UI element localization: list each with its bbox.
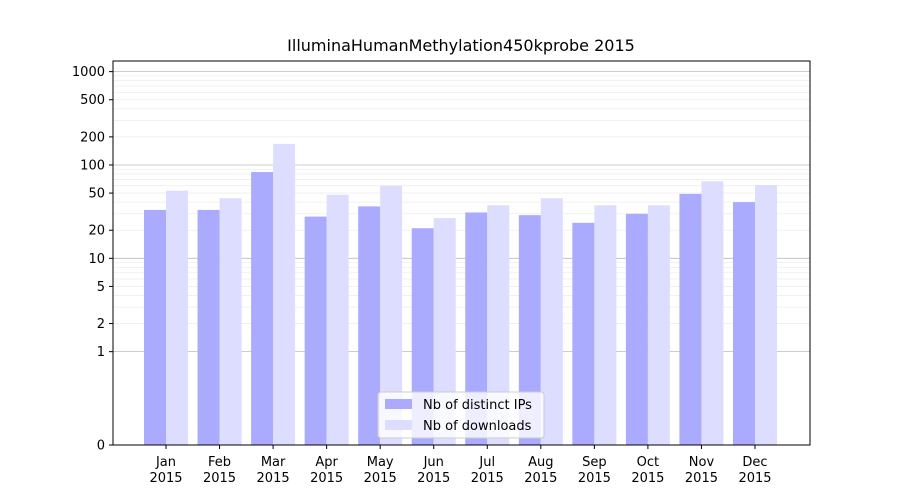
bar-distinct-ips: [465, 212, 488, 445]
legend: Nb of distinct IPs Nb of downloads: [377, 391, 545, 439]
bar-downloads: [487, 205, 510, 445]
x-tick-label-month: Jul: [478, 455, 495, 470]
x-tick-label-month: Sep: [582, 455, 607, 470]
bar-downloads: [594, 205, 617, 445]
bars: [144, 143, 777, 446]
x-tick-label-year: 2015: [471, 471, 504, 486]
x-tick-label-month: May: [367, 455, 394, 470]
y-axis: 0 1 2 5 10 20 50 100 200 500 1000: [72, 65, 113, 454]
bar-downloads: [701, 181, 724, 446]
x-tick-label-month: Mar: [261, 455, 286, 470]
y-tick-label: 100: [80, 158, 105, 173]
bar-distinct-ips: [679, 193, 702, 445]
bar-distinct-ips: [411, 228, 434, 445]
x-tick-label-year: 2015: [417, 471, 450, 486]
x-tick-label-year: 2015: [257, 471, 290, 486]
bar-downloads: [219, 198, 242, 445]
bar-downloads: [647, 205, 670, 445]
x-tick-label-year: 2015: [364, 471, 397, 486]
bar-distinct-ips: [625, 213, 648, 445]
x-axis: Jan2015Feb2015Mar2015Apr2015May2015Jun20…: [149, 445, 772, 486]
x-tick-label-month: Feb: [208, 455, 231, 470]
x-tick-label-month: Jun: [423, 455, 444, 470]
bar-distinct-ips: [197, 209, 220, 445]
x-tick-label-year: 2015: [149, 471, 182, 486]
y-tick-label: 50: [88, 187, 105, 202]
bar-downloads: [166, 190, 188, 445]
bar-distinct-ips: [304, 216, 327, 445]
plot-frame: [112, 60, 811, 446]
legend-label: Nb of distinct IPs: [423, 398, 532, 413]
bar-downloads: [540, 198, 563, 445]
y-tick-label: 20: [88, 224, 105, 239]
bar-distinct-ips: [733, 202, 755, 445]
x-tick-label-month: Jan: [155, 455, 176, 470]
x-tick-label-year: 2015: [310, 471, 343, 486]
y-tick-label: 1000: [72, 65, 105, 80]
bar-distinct-ips: [251, 172, 274, 445]
y-tick-label: 0: [97, 439, 105, 454]
bar-distinct-ips: [358, 206, 381, 445]
x-tick-label-year: 2015: [203, 471, 236, 486]
bar-downloads: [433, 218, 456, 445]
x-tick-label-year: 2015: [578, 471, 611, 486]
x-tick-label-year: 2015: [631, 471, 664, 486]
y-tick-label: 200: [80, 130, 105, 145]
legend-box: [377, 391, 545, 439]
x-tick-label-year: 2015: [685, 471, 718, 486]
x-tick-label-month: Oct: [637, 455, 659, 470]
x-tick-label-year: 2015: [738, 471, 771, 486]
bar-distinct-ips: [144, 209, 166, 445]
bar-distinct-ips: [572, 222, 595, 445]
y-tick-label: 5: [97, 280, 105, 295]
bar-downloads: [273, 143, 296, 445]
x-tick-label-month: Apr: [315, 455, 338, 470]
legend-label: Nb of downloads: [423, 419, 532, 434]
y-tick-label: 500: [80, 93, 105, 108]
legend-swatch: [385, 399, 412, 409]
bar-distinct-ips: [518, 215, 541, 445]
chart-title: IlluminaHumanMethylation450kprobe 2015: [287, 36, 635, 55]
bar-downloads: [380, 185, 403, 445]
legend-swatch: [385, 420, 412, 430]
x-tick-label-month: Dec: [742, 455, 767, 470]
bar-downloads: [326, 194, 349, 445]
y-tick-label: 2: [97, 317, 105, 332]
x-tick-label-month: Aug: [528, 455, 553, 470]
bar-downloads: [755, 185, 777, 445]
x-tick-label-year: 2015: [524, 471, 557, 486]
y-tick-label: 1: [97, 345, 105, 360]
x-tick-label-month: Nov: [689, 455, 715, 470]
y-tick-label: 10: [88, 252, 105, 267]
